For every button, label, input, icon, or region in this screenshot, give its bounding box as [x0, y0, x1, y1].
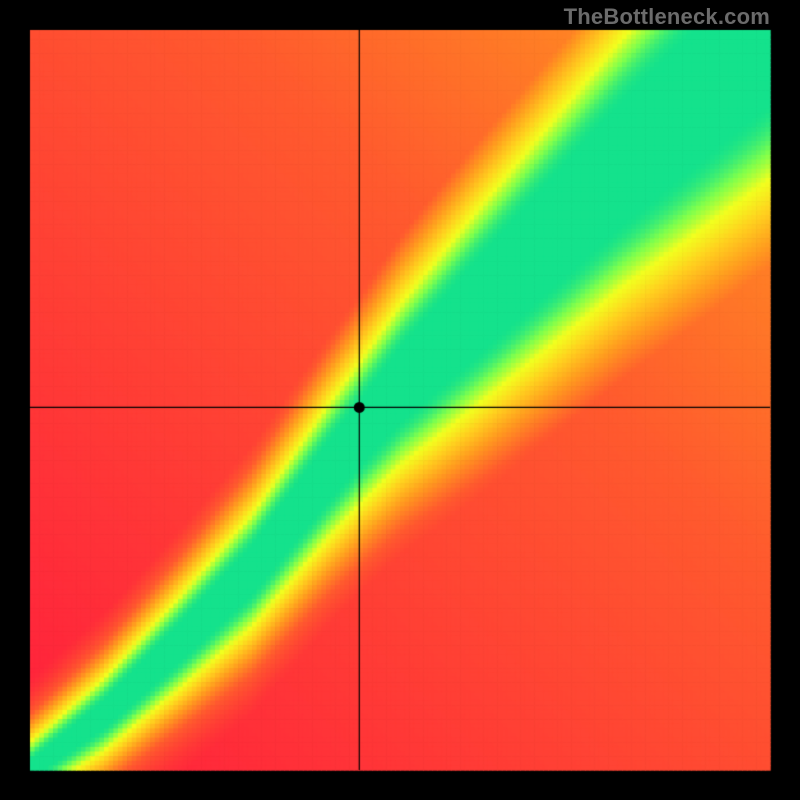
chart-container: { "watermark": { "text": "TheBottleneck.… [0, 0, 800, 800]
bottleneck-heatmap [0, 0, 800, 800]
watermark-text: TheBottleneck.com [564, 4, 770, 30]
